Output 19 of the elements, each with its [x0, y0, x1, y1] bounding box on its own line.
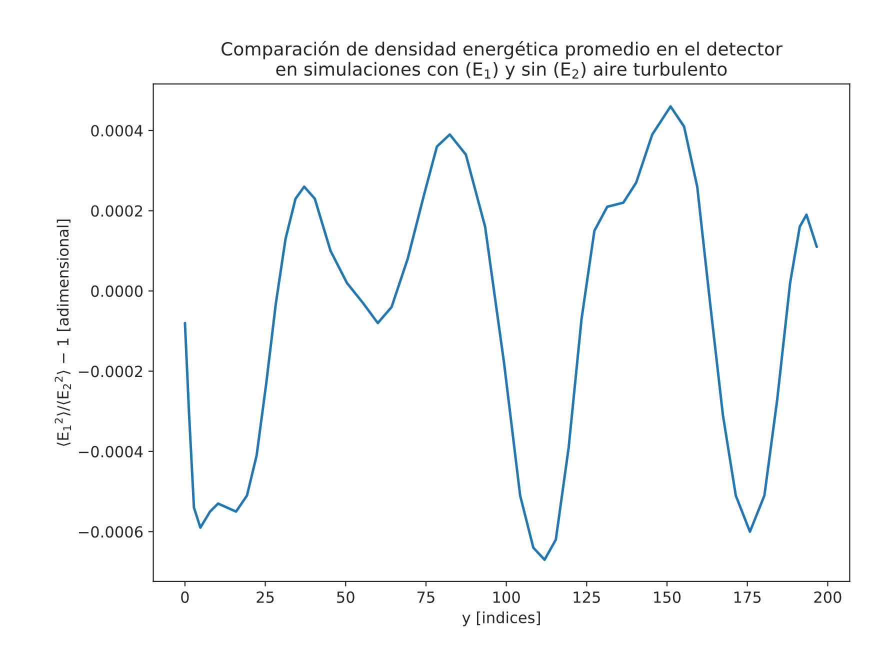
x-tick-label: 75: [418, 592, 434, 603]
y-tick-label: 0.0004: [91, 124, 143, 137]
y-tick-label: −0.0002: [78, 366, 142, 378]
x-tick-label: 125: [574, 591, 600, 603]
y-axis-title: ⟨E$_{1}$$^{2}$⟩/⟨E$_{2}$$^{2}$⟩ − 1 [adimensional]: [54, 220, 71, 446]
x-tick-label: 0: [181, 591, 189, 603]
chart-title: Comparación de densidad energética promedio en el detector en simulaciones con (E$_{1}$) y sin (E$_{2}$) aire turbulento: [222, 40, 782, 80]
y-tick-label: 0.0002: [91, 205, 142, 217]
x-axis-title: y [indices]: [462, 611, 540, 626]
x-tick-label: 200: [814, 591, 842, 603]
y-tick-label: 0.0000: [91, 285, 143, 297]
y-tick-label: −0.0004: [78, 446, 143, 458]
x-tick-label: 100: [493, 591, 520, 603]
line-series: [184, 105, 818, 561]
y-tick-label: −0.0006: [78, 526, 143, 538]
x-tick-label: 25: [256, 591, 274, 603]
x-tick-label: 175: [734, 592, 761, 603]
x-tick-label: 150: [654, 591, 681, 603]
x-tick-label: 50: [337, 591, 354, 603]
